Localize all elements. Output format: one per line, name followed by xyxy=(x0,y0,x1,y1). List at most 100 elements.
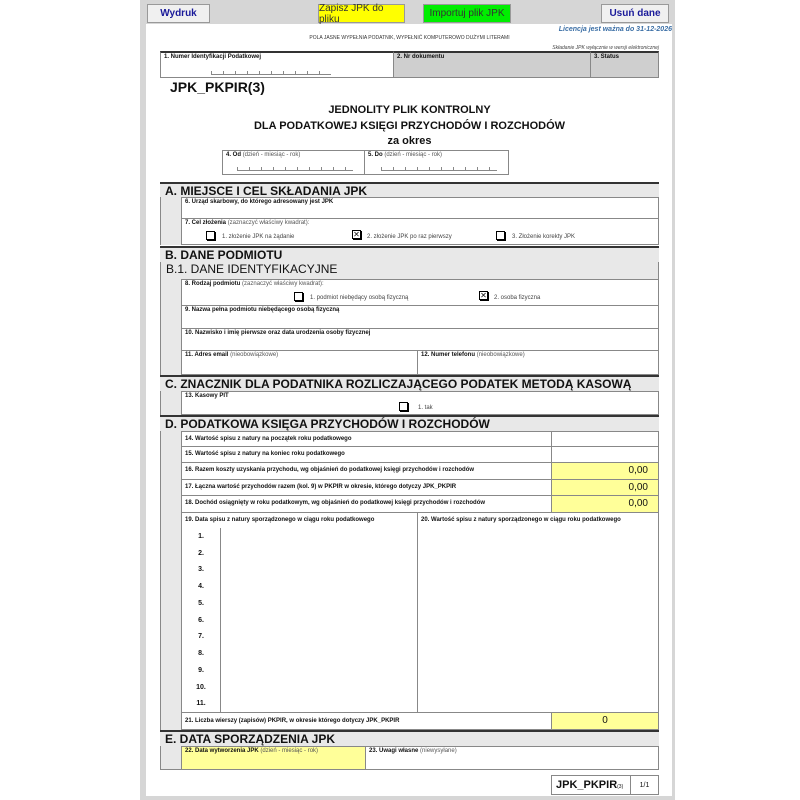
section-a-header: A. MIEJSCE I CEL SKŁADANIA JPK xyxy=(160,182,659,198)
entity-option-1-checkbox[interactable] xyxy=(294,292,303,301)
print-button[interactable]: Wydruk xyxy=(147,4,210,23)
inventory-value-cell[interactable] xyxy=(417,662,659,680)
inventory-date-cell[interactable] xyxy=(220,595,418,613)
license-note: Licencja jest ważna do 31-12-2026 xyxy=(558,26,672,33)
tax-office-label: 6. Urząd skarbowy, do którego adresowany… xyxy=(185,199,334,205)
period-from-hint: (dzień - miesiąc - rok) xyxy=(242,152,301,158)
tax-office-field[interactable]: 6. Urząd skarbowy, do którego adresowany… xyxy=(181,197,659,219)
person-name-label: 10. Nazwisko i imię pierwsze oraz data u… xyxy=(185,330,371,336)
inventory-value-cell[interactable] xyxy=(417,695,659,713)
inventory-row-number: 1. xyxy=(181,528,221,546)
email-field[interactable]: 11. Adres email (nieobowiązkowe) xyxy=(181,350,418,375)
purpose-option-3-label: 3. Złożenie korekty JPK xyxy=(512,234,576,240)
import-jpk-button[interactable]: Importuj plik JPK xyxy=(423,4,511,23)
creation-date-label: 22. Data wytworzenia JPK xyxy=(185,748,259,754)
purpose-option-1-checkbox[interactable] xyxy=(206,231,215,240)
cash-pit-field: 13. Kasowy PIT xyxy=(181,391,659,415)
ledger-row-label: 16. Razem koszty uzyskania przychodu, wg… xyxy=(185,467,475,473)
phone-label: 12. Numer telefonu xyxy=(421,352,476,358)
person-name-field[interactable]: 10. Nazwisko i imię pierwsze oraz data u… xyxy=(181,328,659,351)
inventory-value-cell[interactable] xyxy=(417,561,659,579)
entity-option-2-checkbox[interactable]: ✕ xyxy=(479,291,488,300)
period-to-hint: (dzień - miesiąc - rok) xyxy=(384,152,443,158)
inventory-value-header: 20. Wartość spisu z natury sporządzonego… xyxy=(417,512,659,529)
notes-label: 23. Uwagi własne xyxy=(369,748,419,754)
ledger-row-17: 17. Łączna wartość przychodów razem (kol… xyxy=(181,479,552,496)
purpose-option-2-label: 2. złożenie JPK po raz pierwszy xyxy=(367,234,452,240)
inventory-row-number: 7. xyxy=(181,628,221,646)
nip-ticks xyxy=(211,71,331,75)
save-jpk-button[interactable]: Zapisz JPK do pliku xyxy=(318,3,405,25)
inventory-row-number: 8. xyxy=(181,645,221,663)
electronic-note: Składanie JPK wyłącznie w wersji elektro… xyxy=(552,45,659,51)
section-e-indent xyxy=(160,746,181,770)
inventory-date-cell[interactable] xyxy=(220,528,418,546)
period-to-field[interactable]: 5. Do (dzień - miesiąc - rok) xyxy=(364,150,509,175)
status-field: 3. Status xyxy=(590,51,659,78)
entity-name-field[interactable]: 9. Nazwa pełna podmiotu niebędącego osob… xyxy=(181,305,659,329)
entity-option-2-label: 2. osoba fizyczna xyxy=(494,295,541,301)
ledger-row-17-value[interactable]: 0,00 xyxy=(551,479,659,496)
ledger-row-value: 0,00 xyxy=(628,498,648,509)
section-d-indent xyxy=(160,431,181,730)
entity-type-label: 8. Rodzaj podmiotu xyxy=(185,281,241,287)
ledger-row-16-value[interactable]: 0,00 xyxy=(551,462,659,480)
nip-label: 1. Numer Identyfikacji Podatkowej xyxy=(164,54,262,60)
period-from-label: 4. Od xyxy=(226,152,242,158)
footer-form-code: JPK_PKPIR(3) xyxy=(551,775,631,795)
section-b1-header: B.1. DANE IDENTYFIKACYJNE xyxy=(160,262,659,279)
inventory-date-cell[interactable] xyxy=(220,561,418,579)
footer-page-number: 1/1 xyxy=(630,775,659,795)
footer-code-text: JPK_PKPIR xyxy=(556,779,618,791)
ledger-row-14-value[interactable] xyxy=(551,431,659,447)
purpose-option-3-checkbox[interactable] xyxy=(496,231,505,240)
email-optional: (nieobowiązkowe) xyxy=(230,352,279,358)
status-label: 3. Status xyxy=(594,54,620,60)
cash-pit-yes-label: 1. tak xyxy=(418,405,433,411)
inventory-row-number: 3. xyxy=(181,561,221,579)
inventory-date-header: 19. Data spisu z natury sporządzonego w … xyxy=(181,512,418,529)
cash-pit-label: 13. Kasowy PIT xyxy=(185,393,229,399)
inventory-date-cell[interactable] xyxy=(220,695,418,713)
section-b-header: B. DANE PODMIOTU xyxy=(160,246,659,262)
section-e-header: E. DATA SPORZĄDZENIA JPK xyxy=(160,730,659,746)
inventory-date-cell[interactable] xyxy=(220,628,418,646)
creation-date-field[interactable]: 22. Data wytworzenia JPK (dzień - miesią… xyxy=(181,746,366,770)
cash-pit-yes-checkbox[interactable] xyxy=(399,402,408,411)
period-from-field[interactable]: 4. Od (dzień - miesiąc - rok) xyxy=(222,150,365,175)
inventory-date-label: 19. Data spisu z natury sporządzonego w … xyxy=(185,517,375,523)
inventory-value-cell[interactable] xyxy=(417,645,659,663)
ledger-row-15-value[interactable] xyxy=(551,446,659,463)
inventory-value-cell[interactable] xyxy=(417,628,659,646)
inventory-row-number: 11. xyxy=(181,695,221,713)
inventory-value-cell[interactable] xyxy=(417,595,659,613)
phone-optional: (nieobowiązkowe) xyxy=(476,352,525,358)
inventory-value-cell[interactable] xyxy=(417,578,659,596)
inventory-date-cell[interactable] xyxy=(220,578,418,596)
clear-data-button[interactable]: Usuń dane xyxy=(601,4,669,23)
purpose-option-2-checkbox[interactable]: ✕ xyxy=(352,230,361,239)
instruction-text: POLA JASNE WYPEŁNIA PODATNIK, WYPEŁNIĆ K… xyxy=(309,35,510,41)
section-c-indent xyxy=(160,391,181,415)
phone-field[interactable]: 12. Numer telefonu (nieobowiązkowe) xyxy=(417,350,659,375)
period-title: za okres xyxy=(387,135,432,147)
nip-field[interactable]: 1. Numer Identyfikacji Podatkowej xyxy=(160,51,394,78)
ledger-row-label: 18. Dochód osiągnięty w roku podatkowym,… xyxy=(185,500,486,506)
footer-version: (3) xyxy=(617,784,624,790)
notes-field[interactable]: 23. Uwagi własne (niewysyłane) xyxy=(365,746,659,770)
section-d-header: D. PODATKOWA KSIĘGA PRZYCHODÓW I ROZCHOD… xyxy=(160,415,659,431)
email-label: 11. Adres email xyxy=(185,352,229,358)
inventory-date-cell[interactable] xyxy=(220,662,418,680)
form-code: JPK_PKPIR(3) xyxy=(170,79,265,95)
entity-type-hint: (zaznaczyć właściwy kwadrat): xyxy=(242,281,324,287)
inventory-value-cell[interactable] xyxy=(417,528,659,546)
ledger-row-15: 15. Wartość spisu z natury na koniec rok… xyxy=(181,446,552,463)
inventory-value-label: 20. Wartość spisu z natury sporządzonego… xyxy=(421,517,621,523)
inventory-row-number: 9. xyxy=(181,662,221,680)
entity-option-1-label: 1. podmiot niebędący osobą fizyczną xyxy=(310,295,409,301)
ledger-row-18-value[interactable]: 0,00 xyxy=(551,495,659,513)
ledger-row-value: 0,00 xyxy=(628,465,648,476)
ledger-row-label: 17. Łączna wartość przychodów razem (kol… xyxy=(185,484,457,490)
inventory-date-cell[interactable] xyxy=(220,645,418,663)
row-count-value[interactable]: 0 xyxy=(551,712,659,730)
